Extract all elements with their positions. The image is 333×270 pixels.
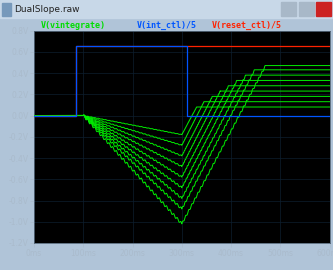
Text: DualSlope.raw: DualSlope.raw [14,5,80,14]
Bar [281,2,296,16]
Text: V(int_ctl)/5: V(int_ctl)/5 [137,21,196,30]
Text: V(reset_ctl)/5: V(reset_ctl)/5 [211,21,281,30]
Bar [299,2,314,16]
Bar [2,3,11,16]
Text: V(vintegrate): V(vintegrate) [41,21,106,30]
Bar [316,2,331,16]
